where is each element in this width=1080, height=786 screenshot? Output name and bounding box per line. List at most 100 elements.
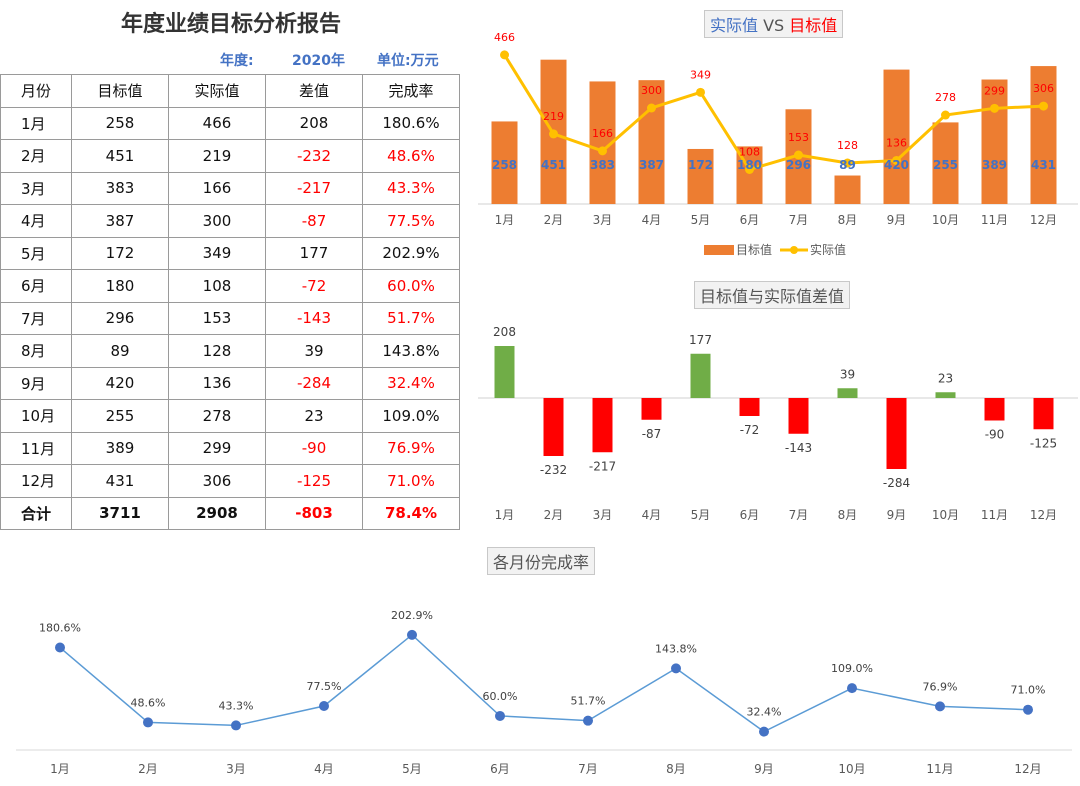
performance-table: 月份 目标值 实际值 差值 完成率 1月 258 466 208 180.6% 2月 451… (0, 74, 460, 530)
completion-rate-label: 109.0% (831, 662, 873, 675)
legend-actual-label: 实际值 (810, 242, 846, 257)
diff-cell: 177 (265, 236, 363, 270)
x-tick-label: 1月 (50, 762, 70, 776)
actual-value-label: 108 (739, 145, 760, 158)
chart2-svg: 208 -232 -217 -87 177 -72 -143 39 -284 23 -90 -125 1… (478, 325, 1078, 522)
actual-cell: 299 (168, 431, 266, 465)
x-tick-label: 3月 (593, 508, 613, 522)
rate-cell: 109.0% (362, 399, 460, 433)
difference-bar (592, 398, 613, 453)
actual-point (941, 110, 950, 120)
table-row: 5月 172 349 177 202.9% (0, 236, 460, 270)
table-row: 12月 431 306 -125 71.0% (0, 464, 460, 498)
x-tick-label: 1月 (495, 508, 515, 522)
completion-rate-label: 48.6% (131, 696, 166, 709)
diff-cell: -284 (265, 366, 363, 400)
target-value-label: 172 (688, 158, 713, 172)
target-bar (687, 148, 714, 204)
rate-cell: 77.5% (362, 204, 460, 238)
x-tick-label: 7月 (578, 762, 598, 776)
difference-value-label: -143 (785, 441, 812, 455)
diff-cell: -143 (265, 301, 363, 335)
total-diff: -803 (265, 496, 363, 530)
target-value-label: 387 (639, 158, 664, 172)
target-value-label: 389 (982, 158, 1007, 172)
rate-cell: 202.9% (362, 236, 460, 270)
rate-cell: 180.6% (362, 106, 460, 140)
target-cell: 451 (71, 139, 169, 173)
target-value-label: 296 (786, 158, 811, 172)
difference-value-label: -217 (589, 459, 616, 473)
difference-bar (641, 398, 662, 420)
chart3-title: 各月份完成率 (487, 547, 596, 575)
x-tick-label: 2月 (544, 508, 564, 522)
year-label: 年度: (220, 53, 254, 69)
difference-bar (886, 398, 907, 469)
table-row: 11月 389 299 -90 76.9% (0, 431, 460, 465)
difference-value-label: -125 (1030, 436, 1057, 450)
completion-rate-label: 202.9% (391, 609, 433, 622)
difference-bar (788, 398, 809, 434)
difference-value-label: -72 (740, 423, 760, 437)
x-tick-label: 11月 (981, 213, 1008, 227)
month-cell: 11月 (0, 431, 72, 465)
target-cell: 383 (71, 171, 169, 205)
table-row: 10月 255 278 23 109.0% (0, 399, 460, 433)
chart2-title: 目标值与实际值差值 (694, 281, 851, 309)
target-bar (981, 79, 1008, 204)
chart3-svg: 180.6% 48.6% 43.3% 77.5% 202.9% 60.0% 51.7% 143… (16, 609, 1072, 776)
x-tick-label: 12月 (1014, 762, 1041, 776)
month-cell: 12月 (0, 464, 72, 498)
completion-rate-label: 60.0% (483, 690, 518, 703)
chart1-svg: 258 451 383 387 172 180 296 89 420 255 389 431 466 21… (478, 31, 1078, 257)
header-month: 月份 (0, 74, 72, 108)
total-actual: 2908 (168, 496, 266, 530)
actual-point (745, 164, 754, 174)
actual-point (990, 103, 999, 113)
diff-cell: -72 (265, 269, 363, 303)
target-bar (932, 122, 959, 204)
actual-cell: 306 (168, 464, 266, 498)
header-target: 目标值 (71, 74, 169, 108)
target-vs-actual-chart: 实际值 VS 目标值 258 451 383 387 172 180 296 89 420 255… (478, 0, 1080, 270)
rate-cell: 32.4% (362, 366, 460, 400)
table-row: 4月 387 300 -87 77.5% (0, 204, 460, 238)
difference-bar (543, 398, 564, 456)
x-tick-label: 6月 (740, 213, 760, 227)
actual-cell: 153 (168, 301, 266, 335)
completion-rate-point (231, 720, 241, 731)
diff-cell: 39 (265, 334, 363, 368)
target-value-label: 431 (1031, 158, 1056, 172)
table-row: 1月 258 466 208 180.6% (0, 106, 460, 140)
completion-rate-point (583, 715, 593, 726)
completion-rate-label: 32.4% (747, 706, 782, 719)
rate-cell: 71.0% (362, 464, 460, 498)
completion-rate-point (759, 726, 769, 737)
completion-rate-label: 77.5% (307, 680, 342, 693)
rate-cell: 51.7% (362, 301, 460, 335)
rate-cell: 143.8% (362, 334, 460, 368)
table-row: 7月 296 153 -143 51.7% (0, 301, 460, 335)
actual-value-label: 466 (494, 31, 515, 44)
target-cell: 258 (71, 106, 169, 140)
x-tick-label: 6月 (740, 508, 760, 522)
x-tick-label: 5月 (691, 213, 711, 227)
actual-value-label: 128 (837, 139, 858, 152)
legend-target-label: 目标值 (736, 242, 772, 257)
chart1-title-part1: 实际值 (710, 16, 759, 35)
x-tick-label: 5月 (691, 508, 711, 522)
table-row: 8月 89 128 39 143.8% (0, 334, 460, 368)
table-row: 9月 420 136 -284 32.4% (0, 366, 460, 400)
actual-value-label: 299 (984, 84, 1005, 97)
total-target: 3711 (71, 496, 169, 530)
difference-chart: 目标值与实际值差值 208 -232 -217 -87 177 -72 -143 39 -284… (478, 278, 1080, 540)
actual-point (598, 146, 607, 156)
target-cell: 420 (71, 366, 169, 400)
table-header-row: 月份 目标值 实际值 差值 完成率 (0, 74, 460, 108)
target-value-label: 258 (492, 158, 517, 172)
header-rate: 完成率 (362, 74, 460, 108)
difference-value-label: -232 (540, 463, 567, 477)
total-label: 合计 (0, 496, 72, 530)
target-value-label: 180 (737, 158, 762, 172)
completion-rate-point (143, 717, 153, 728)
